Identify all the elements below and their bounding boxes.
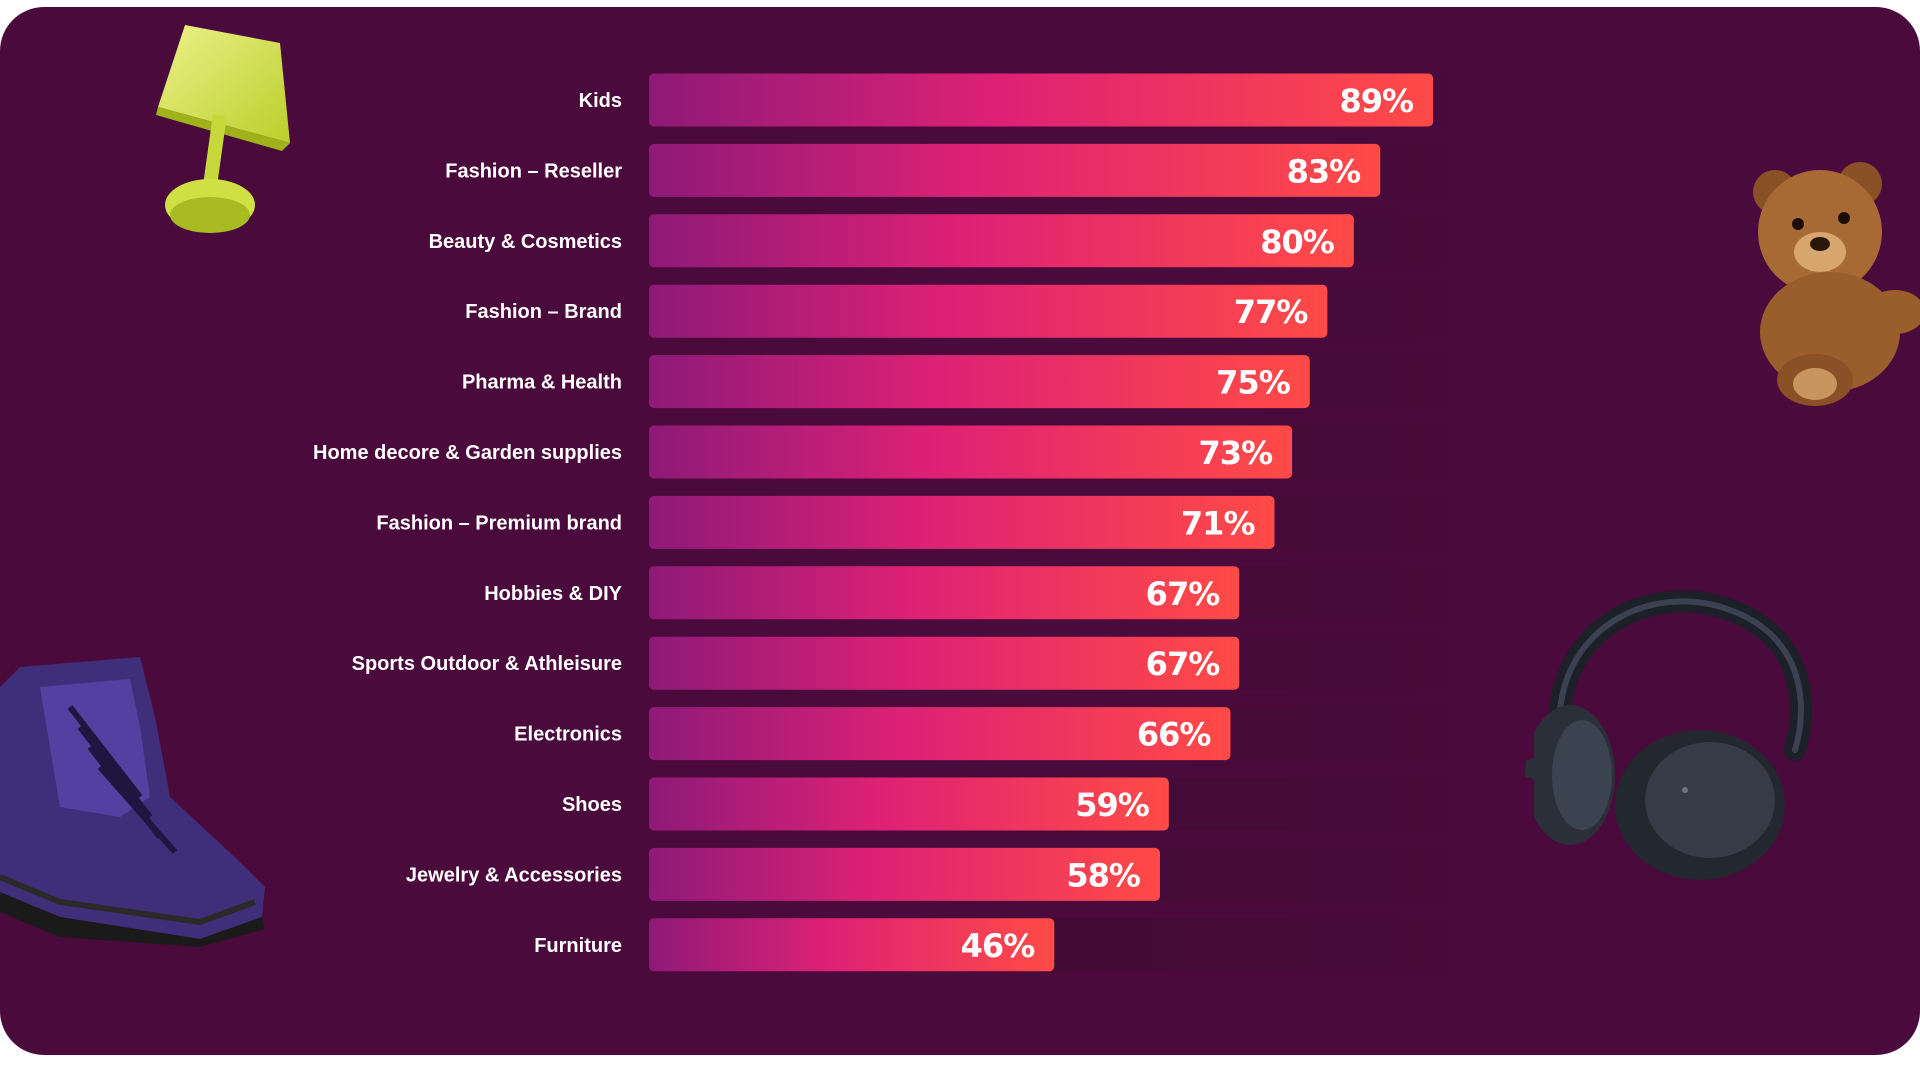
category-label: Fashion – Premium brand — [376, 512, 622, 534]
category-label: Home decore & Garden supplies — [313, 442, 622, 464]
value-label: 67% — [1146, 645, 1221, 683]
teddy-bear-icon — [1753, 162, 1920, 406]
bar — [649, 425, 1293, 479]
bar — [649, 918, 1055, 972]
value-label: 59% — [1075, 786, 1150, 824]
bar — [649, 847, 1160, 901]
value-label: 77% — [1234, 293, 1309, 331]
category-label: Sports Outdoor & Athleisure — [352, 653, 622, 675]
category-label: Fashion – Brand — [465, 301, 622, 323]
chart-rows: Kids 89% Fashion – Reseller 83% Beauty & Cos… — [313, 73, 1534, 972]
value-label: 67% — [1146, 575, 1221, 613]
category-label: Pharma & Health — [462, 372, 622, 394]
value-label: 83% — [1287, 152, 1362, 190]
chart-panel: Kids 89% Fashion – Reseller 83% Beauty & Cos… — [0, 7, 1920, 1055]
lamp-icon — [156, 25, 290, 233]
value-label: 80% — [1260, 223, 1335, 261]
category-label: Kids — [579, 90, 622, 112]
category-label: Hobbies & DIY — [484, 583, 622, 605]
value-label: 71% — [1181, 504, 1256, 542]
value-label: 73% — [1199, 434, 1274, 472]
bar — [649, 707, 1231, 761]
category-label: Beauty & Cosmetics — [429, 231, 622, 253]
value-label: 66% — [1137, 716, 1212, 754]
hiking-boot-icon — [0, 657, 265, 947]
bar — [649, 636, 1240, 690]
bar — [649, 777, 1169, 831]
category-label: Jewelry & Accessories — [406, 864, 622, 886]
category-label: Fashion – Reseller — [445, 160, 622, 182]
bar — [649, 73, 1434, 127]
bar — [649, 355, 1310, 409]
value-label: 46% — [961, 927, 1036, 965]
value-label: 89% — [1339, 82, 1414, 120]
bar — [649, 143, 1381, 197]
category-label: Shoes — [562, 794, 622, 816]
value-label: 75% — [1216, 364, 1291, 402]
bar-chart: Kids 89% Fashion – Reseller 83% Beauty & Cos… — [313, 73, 1534, 972]
category-label: Furniture — [534, 935, 622, 957]
bar — [649, 495, 1275, 549]
category-label: Electronics — [514, 724, 622, 746]
bar — [649, 214, 1354, 268]
value-label: 58% — [1066, 856, 1141, 894]
bar — [649, 566, 1240, 620]
bar — [649, 284, 1328, 338]
headphones-icon — [1525, 590, 1812, 880]
